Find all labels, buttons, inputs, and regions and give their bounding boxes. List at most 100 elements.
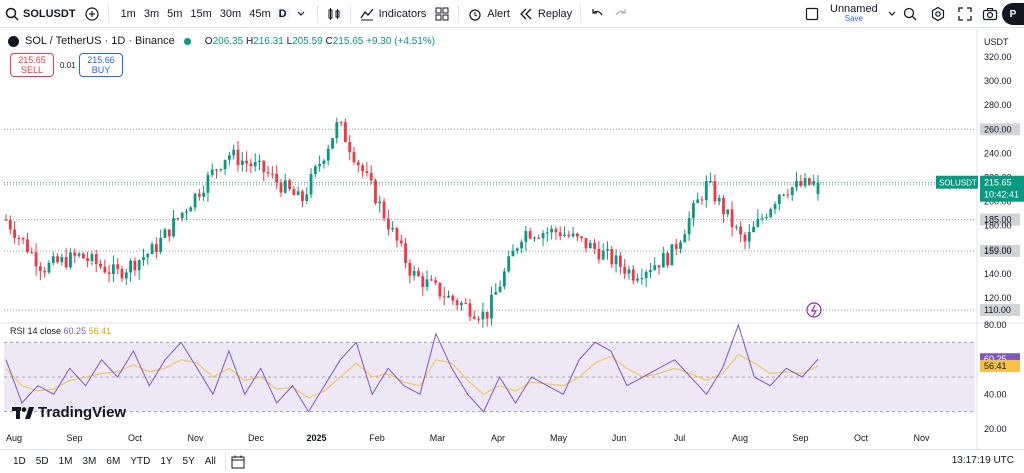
quick-search-button[interactable] — [898, 0, 922, 28]
range-1m[interactable]: 1M — [58, 456, 73, 467]
candle-body — [614, 255, 618, 265]
layout-save-label: Save — [844, 13, 863, 23]
candle-body — [442, 296, 446, 298]
close-label: C — [325, 35, 333, 47]
sell-button[interactable]: 215.65 SELL — [10, 53, 54, 77]
close-value: 215.65 — [332, 35, 364, 47]
candle-body — [717, 197, 721, 202]
redo-button[interactable] — [609, 0, 633, 28]
undo-button[interactable] — [585, 0, 609, 28]
candle-body — [60, 257, 64, 263]
candle-body — [782, 194, 786, 196]
candle-body — [365, 171, 369, 173]
candle-body — [545, 232, 549, 234]
range-1d[interactable]: 1D — [13, 456, 26, 467]
price-tick-label: 240.00 — [984, 148, 1012, 158]
candle-body — [760, 217, 764, 219]
timeframe-5m[interactable]: 5m — [167, 7, 183, 20]
price-chart[interactable]: 320.00300.00280.00260.00240.00220.00200.… — [0, 29, 1024, 449]
layouts-button[interactable] — [430, 0, 454, 28]
layout-select[interactable]: Unnamed Save — [800, 0, 904, 28]
price-tick-label: 180.00 — [984, 221, 1012, 231]
replay-button[interactable]: Replay — [514, 0, 576, 28]
alert-button[interactable]: Alert — [463, 0, 514, 28]
currency-label[interactable]: USDT — [984, 37, 1009, 47]
compare-button[interactable] — [80, 0, 104, 28]
price-tick-label: 260.00 — [984, 124, 1012, 134]
range-5d[interactable]: 5D — [35, 456, 49, 467]
candle-body — [288, 180, 291, 190]
candle-body — [734, 226, 738, 228]
timeframe-15m[interactable]: 15m — [190, 7, 212, 20]
candle-body — [537, 237, 541, 239]
rsi-value-tag-label: 60.25 — [984, 354, 1007, 364]
settings-button[interactable] — [926, 0, 950, 28]
symbol-search[interactable]: SOLUSDT — [0, 0, 80, 28]
candle-body — [210, 169, 214, 175]
open-label: O — [204, 35, 213, 47]
candle-body — [653, 265, 657, 270]
alarm-icon — [469, 8, 481, 21]
plus-circle-icon — [84, 6, 99, 21]
fullscreen-button[interactable] — [953, 0, 977, 28]
utc-clock[interactable]: 13:17:19 UTC — [951, 455, 1014, 466]
snapshot-button[interactable] — [978, 0, 1002, 28]
candle-body — [812, 181, 816, 185]
magnifier-icon — [903, 7, 917, 20]
range-6m[interactable]: 6M — [106, 456, 121, 467]
chevron-down-icon[interactable] — [293, 6, 309, 22]
candle-body — [464, 302, 468, 304]
range-ytd[interactable]: YTD — [130, 456, 151, 467]
candle-body — [451, 295, 455, 301]
candle-body — [296, 191, 300, 196]
grid-icon — [435, 7, 449, 20]
candle-body — [627, 269, 631, 274]
timeframe-d[interactable]: D — [274, 7, 291, 20]
candle-body — [661, 252, 665, 268]
range-5y[interactable]: 5Y — [182, 456, 195, 467]
candle-body — [193, 193, 197, 208]
indicators-button[interactable]: Indicators — [355, 0, 431, 28]
candle-body — [77, 253, 81, 256]
timeframe-1m[interactable]: 1m — [120, 7, 136, 20]
candle-body — [511, 250, 515, 257]
candle-body — [64, 257, 68, 268]
candle-body — [335, 122, 339, 139]
layout-name: Unnamed Save — [830, 3, 878, 24]
symbol-tag — [936, 175, 978, 189]
range-3m[interactable]: 3M — [82, 456, 97, 467]
buy-button[interactable]: 215.66 BUY — [79, 53, 123, 77]
square-icon — [805, 7, 819, 20]
time-tick-label: Oct — [128, 433, 143, 443]
calendar-range-icon[interactable] — [230, 454, 246, 470]
candle-body — [704, 181, 708, 201]
candle-body — [382, 201, 386, 219]
candle-body — [374, 180, 377, 204]
high-label: H — [245, 35, 254, 47]
chart-type-button[interactable] — [322, 0, 346, 28]
candle-body — [520, 241, 523, 249]
timeframe-30m[interactable]: 30m — [219, 7, 242, 20]
candle-body — [808, 178, 811, 185]
candle-body — [533, 237, 536, 239]
level-tag — [980, 244, 1020, 257]
candles — [4, 117, 820, 328]
avatar[interactable]: P — [1002, 3, 1024, 25]
candle-body — [262, 160, 266, 173]
candle-body — [477, 318, 480, 320]
candle-body — [429, 279, 433, 281]
replay-label: Replay — [537, 7, 573, 20]
candle-body — [618, 255, 622, 267]
candle-body — [666, 252, 670, 266]
candle-body — [421, 276, 425, 287]
range-1y[interactable]: 1Y — [160, 456, 173, 467]
candle-body — [51, 256, 55, 263]
candle-body — [305, 194, 309, 201]
timeframe-45m[interactable]: 45m — [249, 7, 271, 20]
candle-body — [434, 280, 438, 283]
timeframe-3m[interactable]: 3m — [143, 7, 160, 20]
candle-body — [180, 212, 184, 219]
rsi-band — [4, 342, 975, 412]
candle-body — [515, 248, 519, 251]
range-all[interactable]: All — [204, 456, 216, 467]
